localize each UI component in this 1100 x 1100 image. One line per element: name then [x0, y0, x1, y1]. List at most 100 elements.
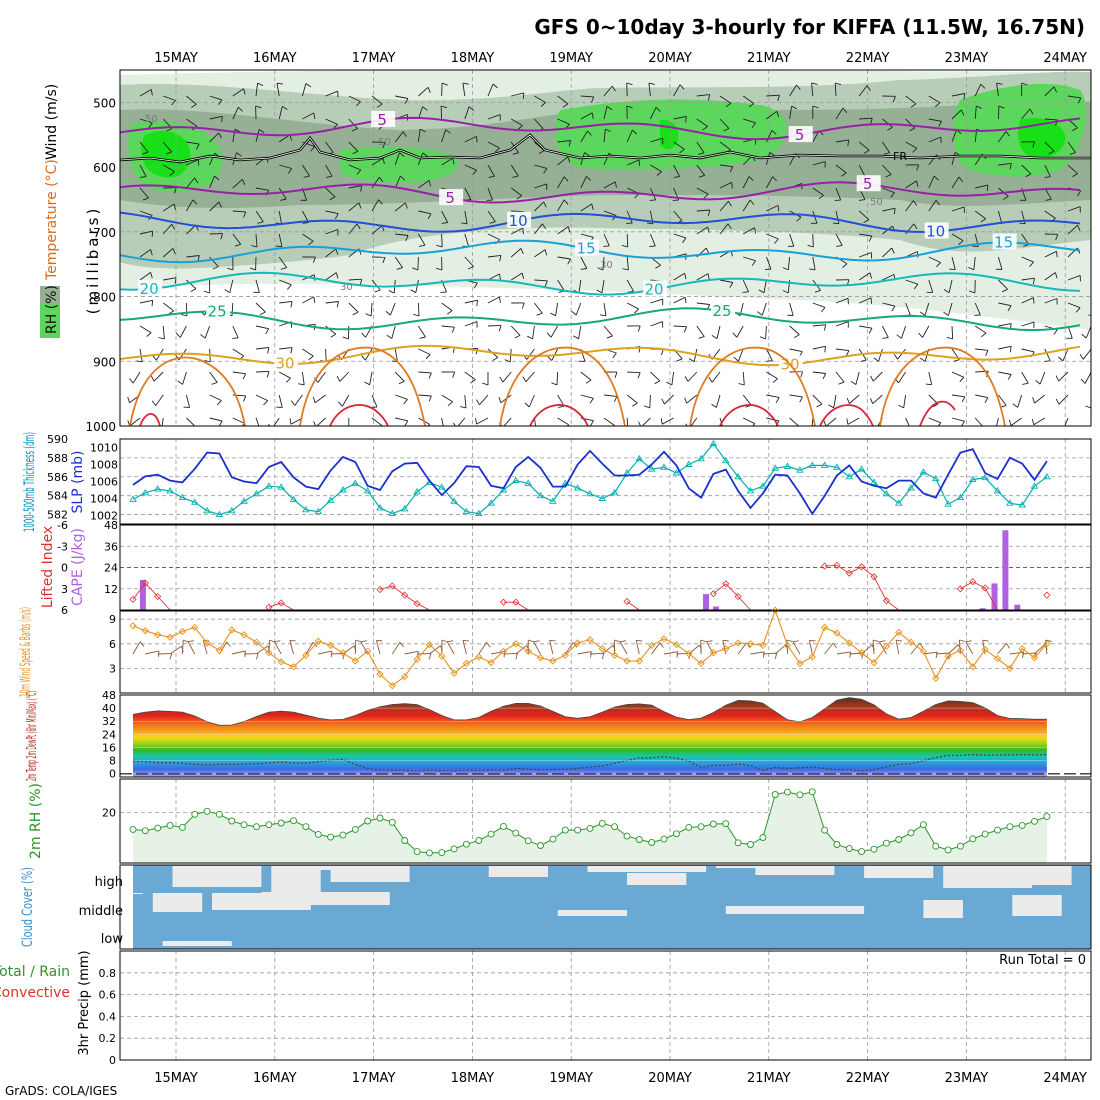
wind-barb	[1044, 141, 1055, 152]
wind-barb-flag	[428, 395, 432, 402]
wind10m-speed-point	[141, 627, 149, 635]
wind-barb-flag	[1077, 190, 1082, 197]
wind-barb-flag	[638, 159, 641, 166]
temperature2m-tick-label: 40	[102, 702, 116, 715]
wind-barb	[557, 118, 570, 125]
wind10m-barb	[872, 639, 875, 655]
wind-barb-flag	[492, 357, 499, 361]
wind-barb-flag	[937, 422, 942, 426]
wind-barb	[928, 136, 941, 143]
wind-barb	[626, 210, 633, 224]
wind-barb-flag	[818, 194, 824, 200]
wind-barb-flag	[913, 223, 918, 230]
wind-barb-flag	[622, 268, 629, 271]
rh-green-shading-5	[340, 146, 459, 183]
wind-barb	[858, 85, 868, 97]
wind-barb	[812, 210, 818, 224]
wind-barb	[325, 301, 339, 304]
wind-barb-flag	[290, 301, 293, 308]
wind10m-speed-point	[154, 631, 162, 639]
wind-barb	[441, 233, 443, 248]
wind10m-barb-flag	[590, 651, 592, 658]
wind-barb-flag	[257, 221, 264, 224]
rh2m-point	[425, 849, 433, 857]
bottom-date-label: 24MAY	[1043, 1071, 1087, 1086]
precip-y-ticks: 00.20.40.60.8	[99, 967, 117, 1067]
wind-barb-flag	[823, 324, 827, 331]
wind-barb	[575, 302, 582, 316]
wind-barb-flag	[732, 332, 738, 338]
wind-barb	[1044, 164, 1051, 177]
wind-barb	[371, 176, 380, 189]
wind-barb-flag	[436, 267, 443, 271]
wind10m-speed-point	[833, 629, 841, 637]
thickness-point	[289, 495, 298, 502]
slp-axis-label: SLP (mb)	[70, 450, 86, 513]
rh2m-point	[932, 842, 940, 850]
wind-barb	[487, 210, 496, 222]
wind-barb-flag	[1035, 379, 1041, 385]
wind-barb-flag	[688, 358, 695, 363]
wind-barb-flag	[218, 201, 222, 208]
thickness-point	[277, 483, 285, 490]
wind-barb-flag	[860, 359, 867, 362]
wind-barb	[951, 93, 965, 97]
wind-barb-flag	[453, 422, 456, 426]
wind10m-speed-point	[722, 645, 730, 653]
thickness-point	[956, 493, 965, 501]
wind-barb-flag	[441, 222, 448, 224]
wind-barb-flag	[428, 180, 432, 187]
wind-barb	[325, 141, 334, 153]
wind-barb	[650, 298, 663, 304]
wind-barb-flag	[684, 376, 689, 382]
wind10m-speed-point	[475, 653, 483, 661]
wind-barb-flag	[338, 401, 343, 407]
wind-barb	[696, 187, 709, 195]
wind-barb	[162, 223, 173, 235]
wind-barb	[1021, 256, 1034, 263]
wind-barb	[302, 112, 315, 120]
wind-barb-flag	[151, 400, 157, 406]
wind-barb	[928, 417, 942, 424]
wind-barb-flag	[896, 334, 902, 339]
wind-barb	[487, 187, 493, 201]
wind-barb-flag	[410, 289, 417, 294]
wind-barb	[696, 325, 705, 337]
wind10m-barb-flag	[255, 653, 259, 660]
thickness-point	[1030, 482, 1039, 489]
wind-barb	[418, 233, 426, 246]
slp-tick-label: 1006	[90, 476, 118, 489]
thickness-point	[314, 507, 323, 515]
wind-barb-flag	[438, 430, 444, 431]
thickness-point	[228, 506, 236, 514]
wind-barb	[627, 371, 641, 374]
rh2m-point	[919, 821, 927, 829]
wind-barb-flag	[649, 199, 656, 201]
wind10m-speed-point	[401, 672, 409, 681]
lifted-index-line	[626, 601, 640, 611]
rh2m-panel: 20 2m RH (%)	[28, 778, 1092, 864]
thickness-point	[475, 509, 483, 517]
wind-barb	[951, 109, 962, 120]
rh2m-point	[882, 839, 890, 847]
thickness-point	[129, 495, 137, 502]
temperature-contour-label: 5	[445, 189, 455, 207]
thickness-point	[178, 493, 187, 501]
wind-barb-flag	[707, 273, 710, 280]
wind-barb-flag	[916, 164, 920, 171]
wind-barb-flag	[698, 152, 705, 155]
wind-barb-flag	[427, 213, 432, 220]
wind-barb-flag	[919, 311, 926, 316]
top-date-label: 24MAY	[1043, 51, 1087, 66]
wind-barb-flag	[605, 128, 611, 133]
wind-barb-flag	[597, 267, 604, 271]
wind-barb-flag	[1005, 131, 1010, 137]
rh2m-point	[981, 830, 989, 838]
wind-barb	[557, 199, 565, 212]
wind10m-series	[129, 606, 1051, 690]
upper-air-unit-label: (millibars)	[84, 206, 102, 315]
wind-barb	[139, 272, 151, 281]
wind-barb	[301, 371, 305, 385]
y-tick-label: 800	[93, 291, 116, 305]
